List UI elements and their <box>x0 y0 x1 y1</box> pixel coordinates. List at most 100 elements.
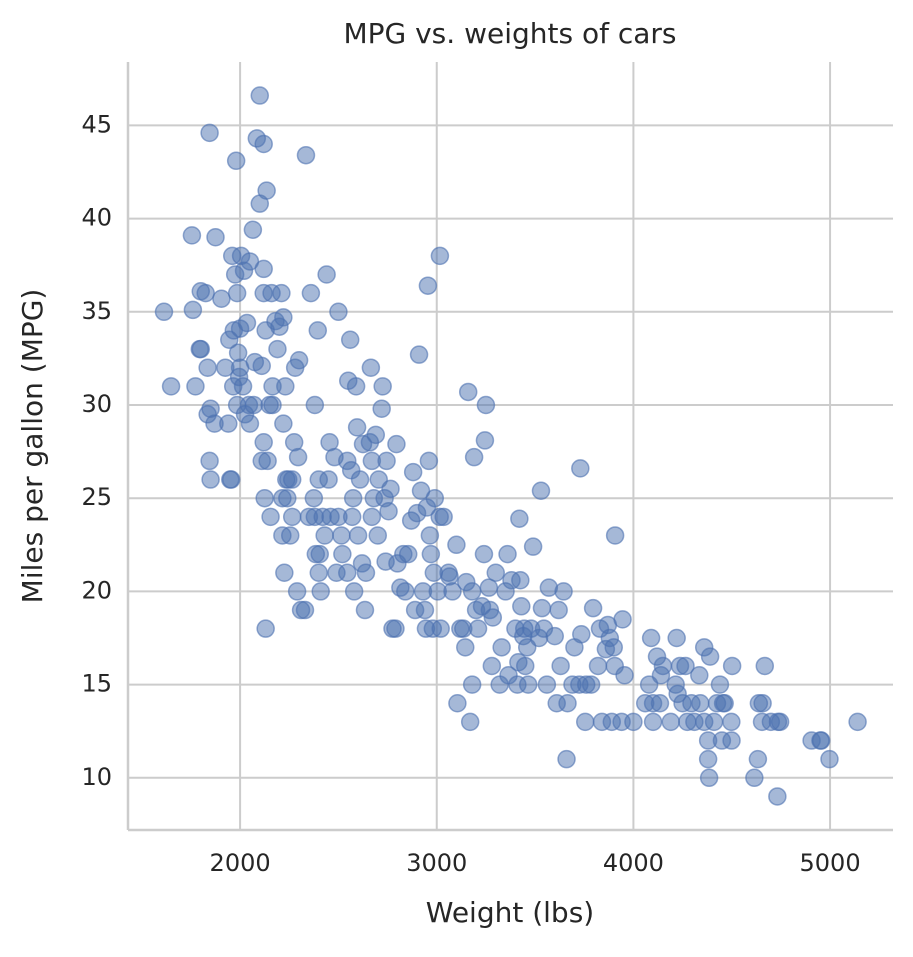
point <box>361 358 381 377</box>
point <box>515 656 535 676</box>
point <box>430 246 450 266</box>
point <box>310 544 329 564</box>
point <box>296 145 316 165</box>
point <box>557 749 576 769</box>
point <box>309 563 329 583</box>
x-axis-label: Weight (lbs) <box>426 896 594 929</box>
point <box>186 377 205 396</box>
point <box>182 226 202 245</box>
point <box>282 470 302 489</box>
point <box>523 537 543 556</box>
point <box>161 377 181 396</box>
point <box>276 377 295 396</box>
point <box>558 693 577 713</box>
y-tick-label: 45 <box>81 110 112 138</box>
point <box>288 447 308 467</box>
point <box>768 787 787 806</box>
point <box>421 544 441 564</box>
point <box>722 712 741 732</box>
point <box>396 582 415 601</box>
point <box>641 628 661 648</box>
point <box>212 289 231 308</box>
point <box>343 488 363 508</box>
point <box>448 693 467 713</box>
point <box>274 414 293 433</box>
point <box>698 749 718 769</box>
point <box>333 544 352 564</box>
chart-title: MPG vs. weights of cars <box>343 17 676 50</box>
point <box>289 351 309 370</box>
point <box>418 276 438 295</box>
point <box>344 582 364 601</box>
point <box>486 563 506 583</box>
x-tick-label: 2000 <box>210 849 271 877</box>
point <box>254 134 273 154</box>
point <box>381 479 400 499</box>
points <box>154 86 867 806</box>
point <box>304 488 324 508</box>
point <box>518 675 538 694</box>
point <box>243 220 263 240</box>
point <box>362 507 382 527</box>
point <box>355 600 375 620</box>
y-tick-label: 35 <box>81 297 112 325</box>
point <box>403 462 423 482</box>
point <box>317 265 336 284</box>
point <box>356 563 376 583</box>
point <box>588 656 608 676</box>
point <box>319 470 338 489</box>
point <box>475 431 495 450</box>
point <box>571 459 590 478</box>
point <box>532 598 552 618</box>
y-tick-label: 40 <box>81 204 112 232</box>
point <box>366 425 386 445</box>
point <box>753 693 772 713</box>
point <box>252 356 271 376</box>
y-tick-label: 10 <box>81 763 112 791</box>
point <box>315 526 334 545</box>
x-tick-label: 5000 <box>800 849 861 877</box>
x-tick-label: 4000 <box>603 849 664 877</box>
point <box>770 712 790 732</box>
point <box>295 600 315 620</box>
y-tick-label: 25 <box>81 483 112 511</box>
point <box>460 712 480 732</box>
point <box>419 451 439 471</box>
point <box>440 567 459 586</box>
point <box>263 395 282 415</box>
point <box>226 151 246 171</box>
point <box>257 181 276 200</box>
point <box>462 582 482 601</box>
point <box>464 447 484 467</box>
point <box>661 712 681 732</box>
point <box>272 283 291 303</box>
point <box>462 675 482 694</box>
point <box>183 300 203 320</box>
point <box>372 399 391 418</box>
point <box>305 395 325 415</box>
point <box>379 501 398 521</box>
point <box>338 563 357 583</box>
point <box>624 712 643 732</box>
point <box>691 693 710 713</box>
point <box>755 656 775 676</box>
point <box>456 638 475 657</box>
point <box>198 358 217 377</box>
point <box>420 526 440 545</box>
point <box>531 481 551 500</box>
point <box>219 414 238 433</box>
point <box>676 656 695 676</box>
y-axis-label: Miles per gallon (MPG) <box>16 289 49 604</box>
point <box>233 377 253 396</box>
point <box>474 544 494 564</box>
point <box>282 507 302 527</box>
point <box>425 488 445 508</box>
point <box>237 313 257 333</box>
point <box>615 666 634 685</box>
point <box>643 712 663 732</box>
point <box>377 451 396 471</box>
point <box>387 434 406 454</box>
point <box>613 610 632 629</box>
y-tick-label: 15 <box>81 670 112 698</box>
